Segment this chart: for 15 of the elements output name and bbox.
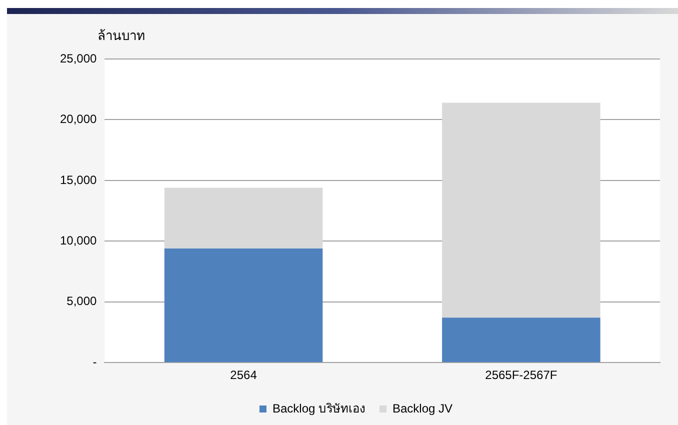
- y-tick-label: 5,000: [66, 294, 98, 308]
- bar: [164, 248, 323, 362]
- bar: [164, 188, 323, 248]
- y-tick-label: 25,000: [60, 51, 98, 66]
- legend-label: Backlog JV: [392, 401, 453, 416]
- y-tick-label: 15,000: [60, 172, 98, 187]
- y-tick-label: 10,000: [60, 233, 98, 248]
- y-tick-label: 20,000: [60, 112, 98, 126]
- x-tick-label: 2564: [230, 368, 258, 382]
- bar: [442, 102, 600, 318]
- bar: [442, 318, 600, 362]
- y-axis-title: ล้านบาท: [98, 28, 146, 44]
- y-tick-label: -: [92, 354, 97, 369]
- legend-label: Backlog บริษัทเอง: [272, 401, 366, 416]
- x-tick-label: 2565F-2567F: [485, 368, 558, 382]
